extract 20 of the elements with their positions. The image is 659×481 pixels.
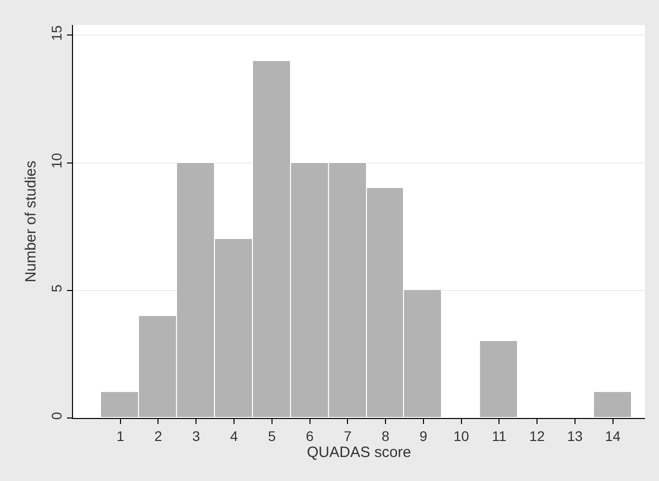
x-tick-label: 12	[529, 428, 546, 444]
x-axis-title: QUADAS score	[306, 444, 412, 461]
x-tick-label: 3	[192, 428, 200, 444]
x-tick-label: 13	[567, 428, 583, 444]
x-tick-label: 8	[382, 428, 390, 444]
x-tick-label: 6	[306, 428, 314, 444]
x-tick-label: 2	[154, 428, 162, 444]
y-tick-label: 0	[48, 412, 64, 420]
y-axis-title: Number of studies	[22, 160, 40, 282]
y-tick-label: 10	[48, 152, 64, 168]
x-tick-label: 1	[116, 428, 124, 444]
y-tick-label: 15	[48, 25, 64, 41]
x-tick-label: 4	[230, 428, 238, 444]
x-tick-label: 10	[453, 428, 470, 444]
x-tick-label: 7	[344, 428, 352, 444]
x-tick-label: 9	[420, 428, 428, 444]
x-tick-label: 14	[605, 428, 621, 444]
x-tick-label: 11	[492, 428, 507, 444]
y-tick-label: 5	[48, 284, 64, 292]
x-tick-label: 5	[268, 428, 276, 444]
